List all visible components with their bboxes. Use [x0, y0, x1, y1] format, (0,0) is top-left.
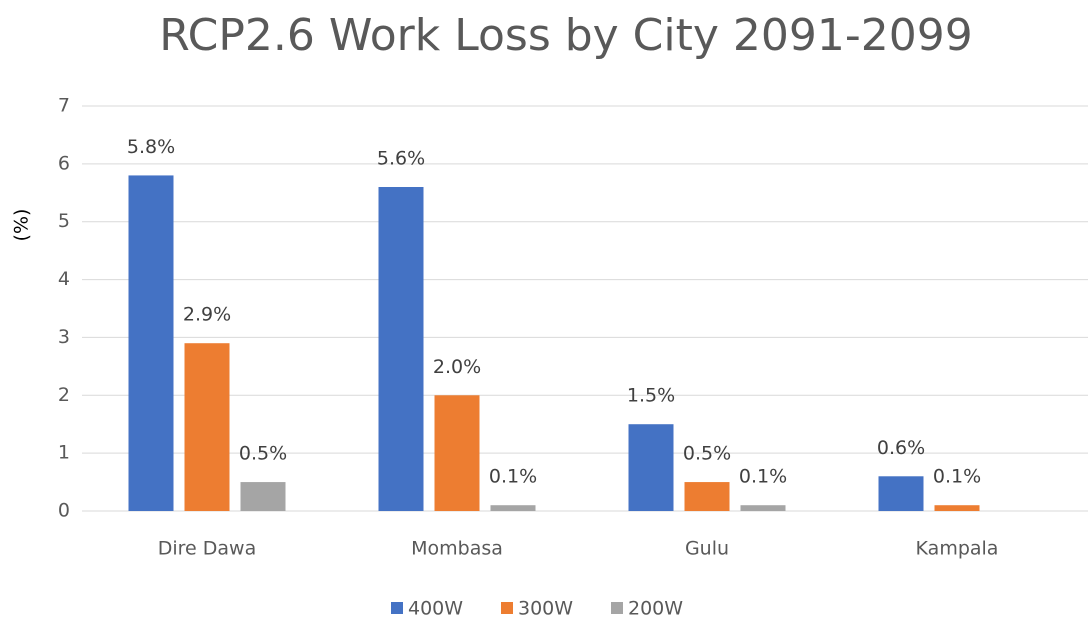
- legend-label: 400W: [408, 598, 463, 620]
- chart-title: RCP2.6 Work Loss by City 2091-2099: [159, 10, 973, 61]
- legend-swatch: [391, 602, 403, 614]
- legend-label: 300W: [518, 598, 573, 620]
- data-label: 0.1%: [739, 466, 787, 488]
- bar: [240, 482, 286, 511]
- data-label: 5.8%: [127, 136, 175, 158]
- bar: [740, 505, 786, 511]
- bar: [378, 187, 424, 511]
- legend-swatch: [501, 602, 513, 614]
- bar: [878, 476, 924, 511]
- y-tick-label: 0: [58, 500, 70, 522]
- x-tick-label: Mombasa: [411, 538, 503, 560]
- data-label: 2.9%: [183, 304, 231, 326]
- data-label: 0.1%: [489, 466, 537, 488]
- data-label: 0.5%: [239, 443, 287, 465]
- x-tick-label: Kampala: [916, 538, 999, 560]
- x-tick-label: Dire Dawa: [158, 538, 257, 560]
- data-label: 0.1%: [933, 466, 981, 488]
- legend-swatch: [611, 602, 623, 614]
- y-axis-label: (%): [11, 209, 33, 242]
- data-label: 0.5%: [683, 443, 731, 465]
- data-label: 1.5%: [627, 385, 675, 407]
- bar: [628, 424, 674, 511]
- y-tick-label: 4: [58, 268, 70, 290]
- bar: [934, 505, 980, 511]
- y-tick-label: 7: [58, 95, 70, 117]
- legend-label: 200W: [628, 598, 683, 620]
- bar: [684, 482, 730, 511]
- data-label: 2.0%: [433, 356, 481, 378]
- y-tick-label: 3: [58, 326, 70, 348]
- x-tick-label: Gulu: [685, 538, 729, 560]
- y-tick-label: 6: [58, 152, 70, 174]
- y-tick-label: 1: [58, 442, 70, 464]
- data-label: 5.6%: [377, 148, 425, 170]
- bar: [184, 343, 230, 511]
- y-tick-label: 5: [58, 210, 70, 232]
- bar: [490, 505, 536, 511]
- data-label: 0.6%: [877, 437, 925, 459]
- bar: [434, 395, 480, 511]
- bar: [128, 175, 174, 511]
- y-tick-label: 2: [58, 384, 70, 406]
